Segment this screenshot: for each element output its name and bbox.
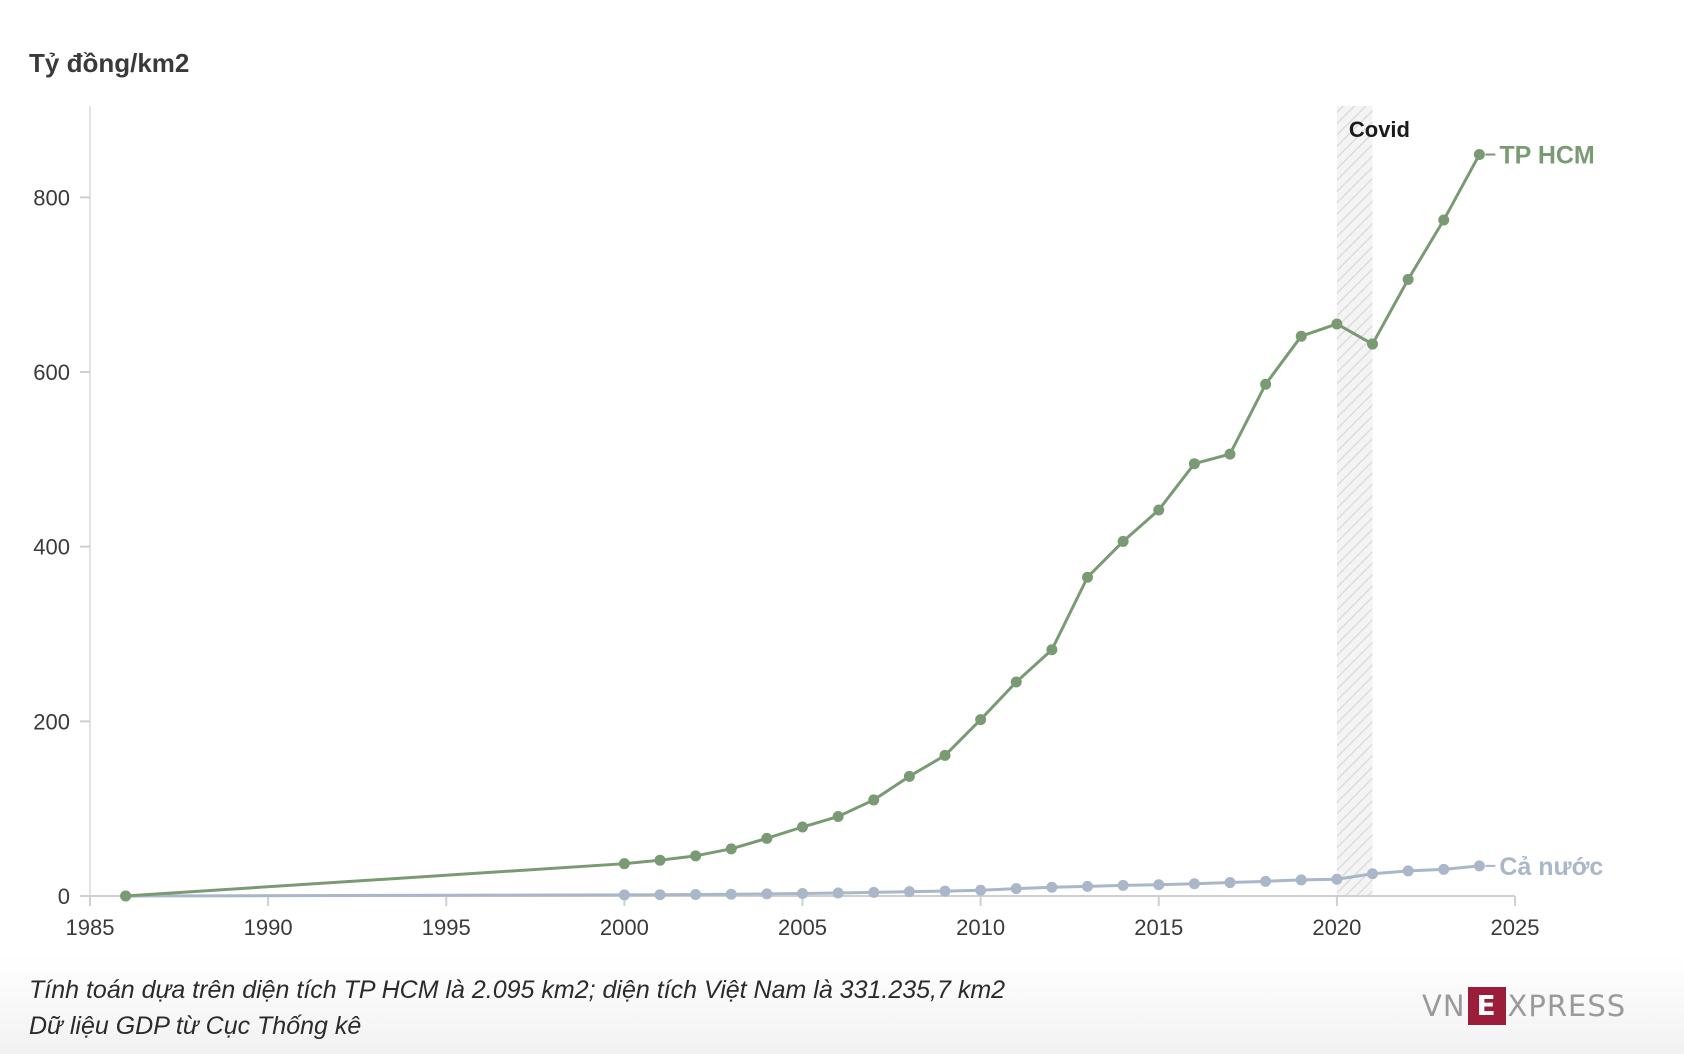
y-tick-label: 800 xyxy=(33,185,70,210)
x-tick-label: 2020 xyxy=(1312,915,1361,940)
data-point-tp-hcm xyxy=(1010,676,1022,688)
data-point-tp-hcm xyxy=(797,821,808,833)
x-tick-label: 2005 xyxy=(778,915,827,940)
data-point-ca-nuoc xyxy=(868,886,880,898)
data-point-tp-hcm xyxy=(939,749,951,761)
footnote-area: Tính toán dựa trên diện tích TP HCM là 2… xyxy=(29,976,1006,1004)
y-tick-label: 200 xyxy=(33,709,70,734)
data-point-tp-hcm xyxy=(1473,149,1485,161)
x-tick-label: 2000 xyxy=(600,915,649,940)
data-point-tp-hcm xyxy=(1260,378,1272,390)
x-tick-label: 2015 xyxy=(1134,915,1183,940)
data-point-ca-nuoc xyxy=(1082,880,1093,892)
data-point-tp-hcm xyxy=(1082,571,1093,583)
data-point-tp-hcm xyxy=(1224,448,1236,460)
data-point-tp-hcm xyxy=(1046,644,1058,656)
data-point-ca-nuoc xyxy=(1188,878,1200,890)
logo-text-xpress: XPRESS xyxy=(1507,989,1627,1023)
data-point-tp-hcm xyxy=(832,811,844,823)
series-label-tp-hcm: TP HCM xyxy=(1499,142,1594,170)
series-line-tp-hcm xyxy=(125,153,1481,898)
x-tick-label: 1995 xyxy=(422,915,471,940)
data-point-ca-nuoc xyxy=(939,885,951,897)
data-point-tp-hcm xyxy=(1295,330,1307,342)
data-point-tp-hcm xyxy=(903,770,915,782)
data-point-ca-nuoc xyxy=(1367,868,1378,880)
data-point-tp-hcm xyxy=(868,794,880,806)
data-point-tp-hcm xyxy=(120,890,132,902)
data-point-tp-hcm xyxy=(1188,458,1200,470)
y-tick-label: 600 xyxy=(33,360,70,385)
logo-e-box: E xyxy=(1467,987,1506,1025)
x-tick-label: 1990 xyxy=(244,915,293,940)
data-point-ca-nuoc xyxy=(690,889,702,901)
data-point-ca-nuoc xyxy=(1046,881,1058,893)
series-line-ca-nuoc xyxy=(125,864,1480,898)
data-point-tp-hcm xyxy=(618,858,630,870)
x-tick-label: 2025 xyxy=(1491,915,1540,940)
x-tick-label: 2010 xyxy=(956,915,1005,940)
data-point-ca-nuoc xyxy=(975,884,987,896)
data-point-tp-hcm xyxy=(1153,504,1165,516)
data-point-ca-nuoc xyxy=(903,886,915,898)
logo-text-vn: VN xyxy=(1422,989,1466,1023)
data-point-tp-hcm xyxy=(1117,535,1129,547)
data-point-ca-nuoc xyxy=(654,889,666,901)
data-point-tp-hcm xyxy=(1331,318,1343,330)
data-point-tp-hcm xyxy=(1438,214,1450,226)
data-point-tp-hcm xyxy=(1402,273,1414,285)
data-point-ca-nuoc xyxy=(1295,874,1307,886)
y-tick-label: 400 xyxy=(33,535,70,560)
series-ca-nuoc xyxy=(120,860,1485,902)
data-point-ca-nuoc xyxy=(1153,879,1165,891)
vnexpress-logo[interactable]: VN E XPRESS xyxy=(1422,983,1626,1029)
data-point-tp-hcm xyxy=(1367,338,1378,350)
data-point-ca-nuoc xyxy=(1117,879,1129,891)
y-tick-label: 0 xyxy=(58,884,70,909)
data-point-ca-nuoc xyxy=(1331,873,1343,885)
data-point-ca-nuoc xyxy=(618,889,630,901)
data-point-ca-nuoc xyxy=(1402,865,1414,877)
data-point-ca-nuoc xyxy=(1010,883,1022,895)
series-label-ca-nuoc: Cả nước xyxy=(1499,853,1603,881)
footnote-source: Dữ liệu GDP từ Cục Thống kê xyxy=(29,1012,362,1040)
data-point-tp-hcm xyxy=(761,832,773,844)
data-point-ca-nuoc xyxy=(832,887,844,899)
data-point-tp-hcm xyxy=(654,854,666,866)
data-point-tp-hcm xyxy=(975,714,987,726)
data-point-tp-hcm xyxy=(725,843,737,855)
data-point-ca-nuoc xyxy=(1224,877,1236,889)
data-point-ca-nuoc xyxy=(1260,875,1272,887)
covid-label: Covid xyxy=(1349,117,1410,142)
data-point-tp-hcm xyxy=(690,850,702,862)
y-axis-unit-label: Tỷ đồng/km2 xyxy=(29,48,190,78)
data-point-ca-nuoc xyxy=(1438,863,1450,875)
data-point-ca-nuoc xyxy=(1473,860,1485,872)
series-tp-hcm xyxy=(120,149,1485,902)
covid-band xyxy=(1336,106,1373,896)
data-point-ca-nuoc xyxy=(797,887,808,899)
data-point-ca-nuoc xyxy=(761,888,773,900)
data-point-ca-nuoc xyxy=(725,888,737,900)
x-tick-label: 1985 xyxy=(66,915,115,940)
